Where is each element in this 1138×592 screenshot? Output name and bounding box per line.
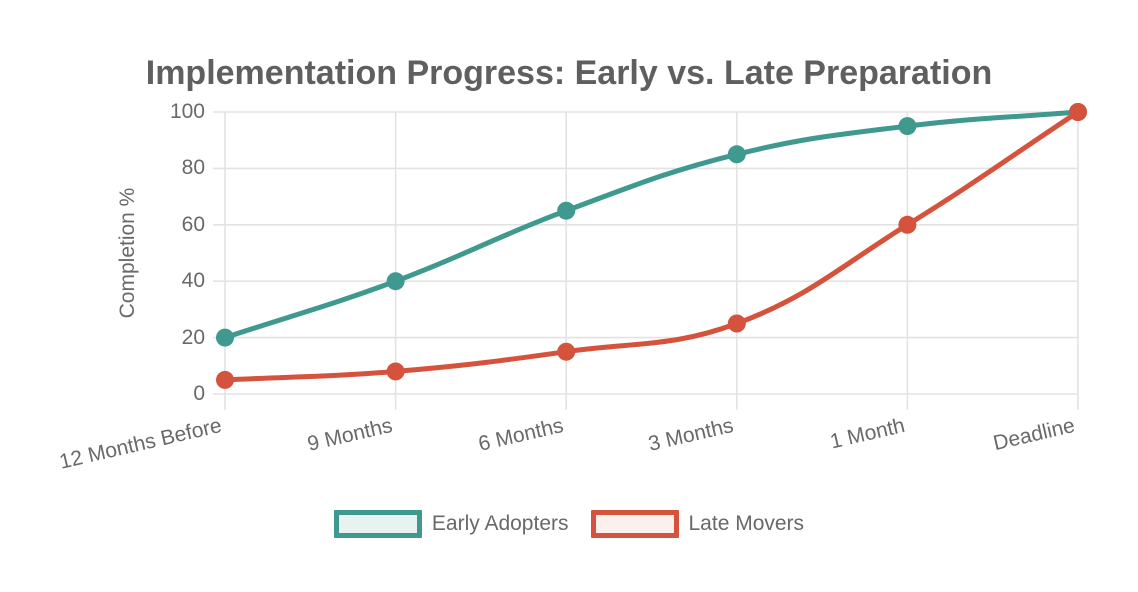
data-point-early-adopters-2[interactable] (557, 201, 576, 220)
data-point-early-adopters-4[interactable] (898, 117, 917, 136)
y-tick-label: 100 (169, 100, 205, 123)
data-point-early-adopters-1[interactable] (386, 272, 405, 291)
series-line-early-adopters (222, 109, 1081, 341)
y-tick-label: 80 (181, 156, 205, 180)
chart-title: Implementation Progress: Early vs. Late … (145, 54, 993, 92)
y-tick-label: 0 (193, 382, 205, 405)
legend-label-early-adopters: Early Adopters (431, 512, 569, 535)
legend: Early Adopters Late Movers (0, 510, 1138, 538)
y-tick-label: 40 (181, 269, 205, 293)
data-point-late-movers-2[interactable] (557, 342, 576, 361)
data-point-late-movers-5[interactable] (1069, 103, 1087, 121)
y-tick-label: 20 (181, 325, 205, 349)
data-point-early-adopters-3[interactable] (727, 145, 746, 164)
legend-swatch-early-adopters (333, 510, 422, 538)
legend-item-late-movers[interactable]: Late Movers (590, 510, 805, 538)
data-point-late-movers-1[interactable] (386, 362, 405, 381)
legend-swatch-late-movers (590, 510, 679, 538)
series-line-late-movers (222, 109, 1081, 383)
y-tick-label: 60 (181, 212, 205, 236)
data-point-late-movers-4[interactable] (898, 215, 917, 234)
legend-label-late-movers: Late Movers (688, 512, 805, 535)
data-point-early-adopters-0[interactable] (216, 328, 234, 347)
data-point-late-movers-0[interactable] (216, 370, 234, 389)
legend-item-early-adopters[interactable]: Early Adopters (333, 510, 569, 538)
data-point-late-movers-3[interactable] (727, 314, 746, 333)
